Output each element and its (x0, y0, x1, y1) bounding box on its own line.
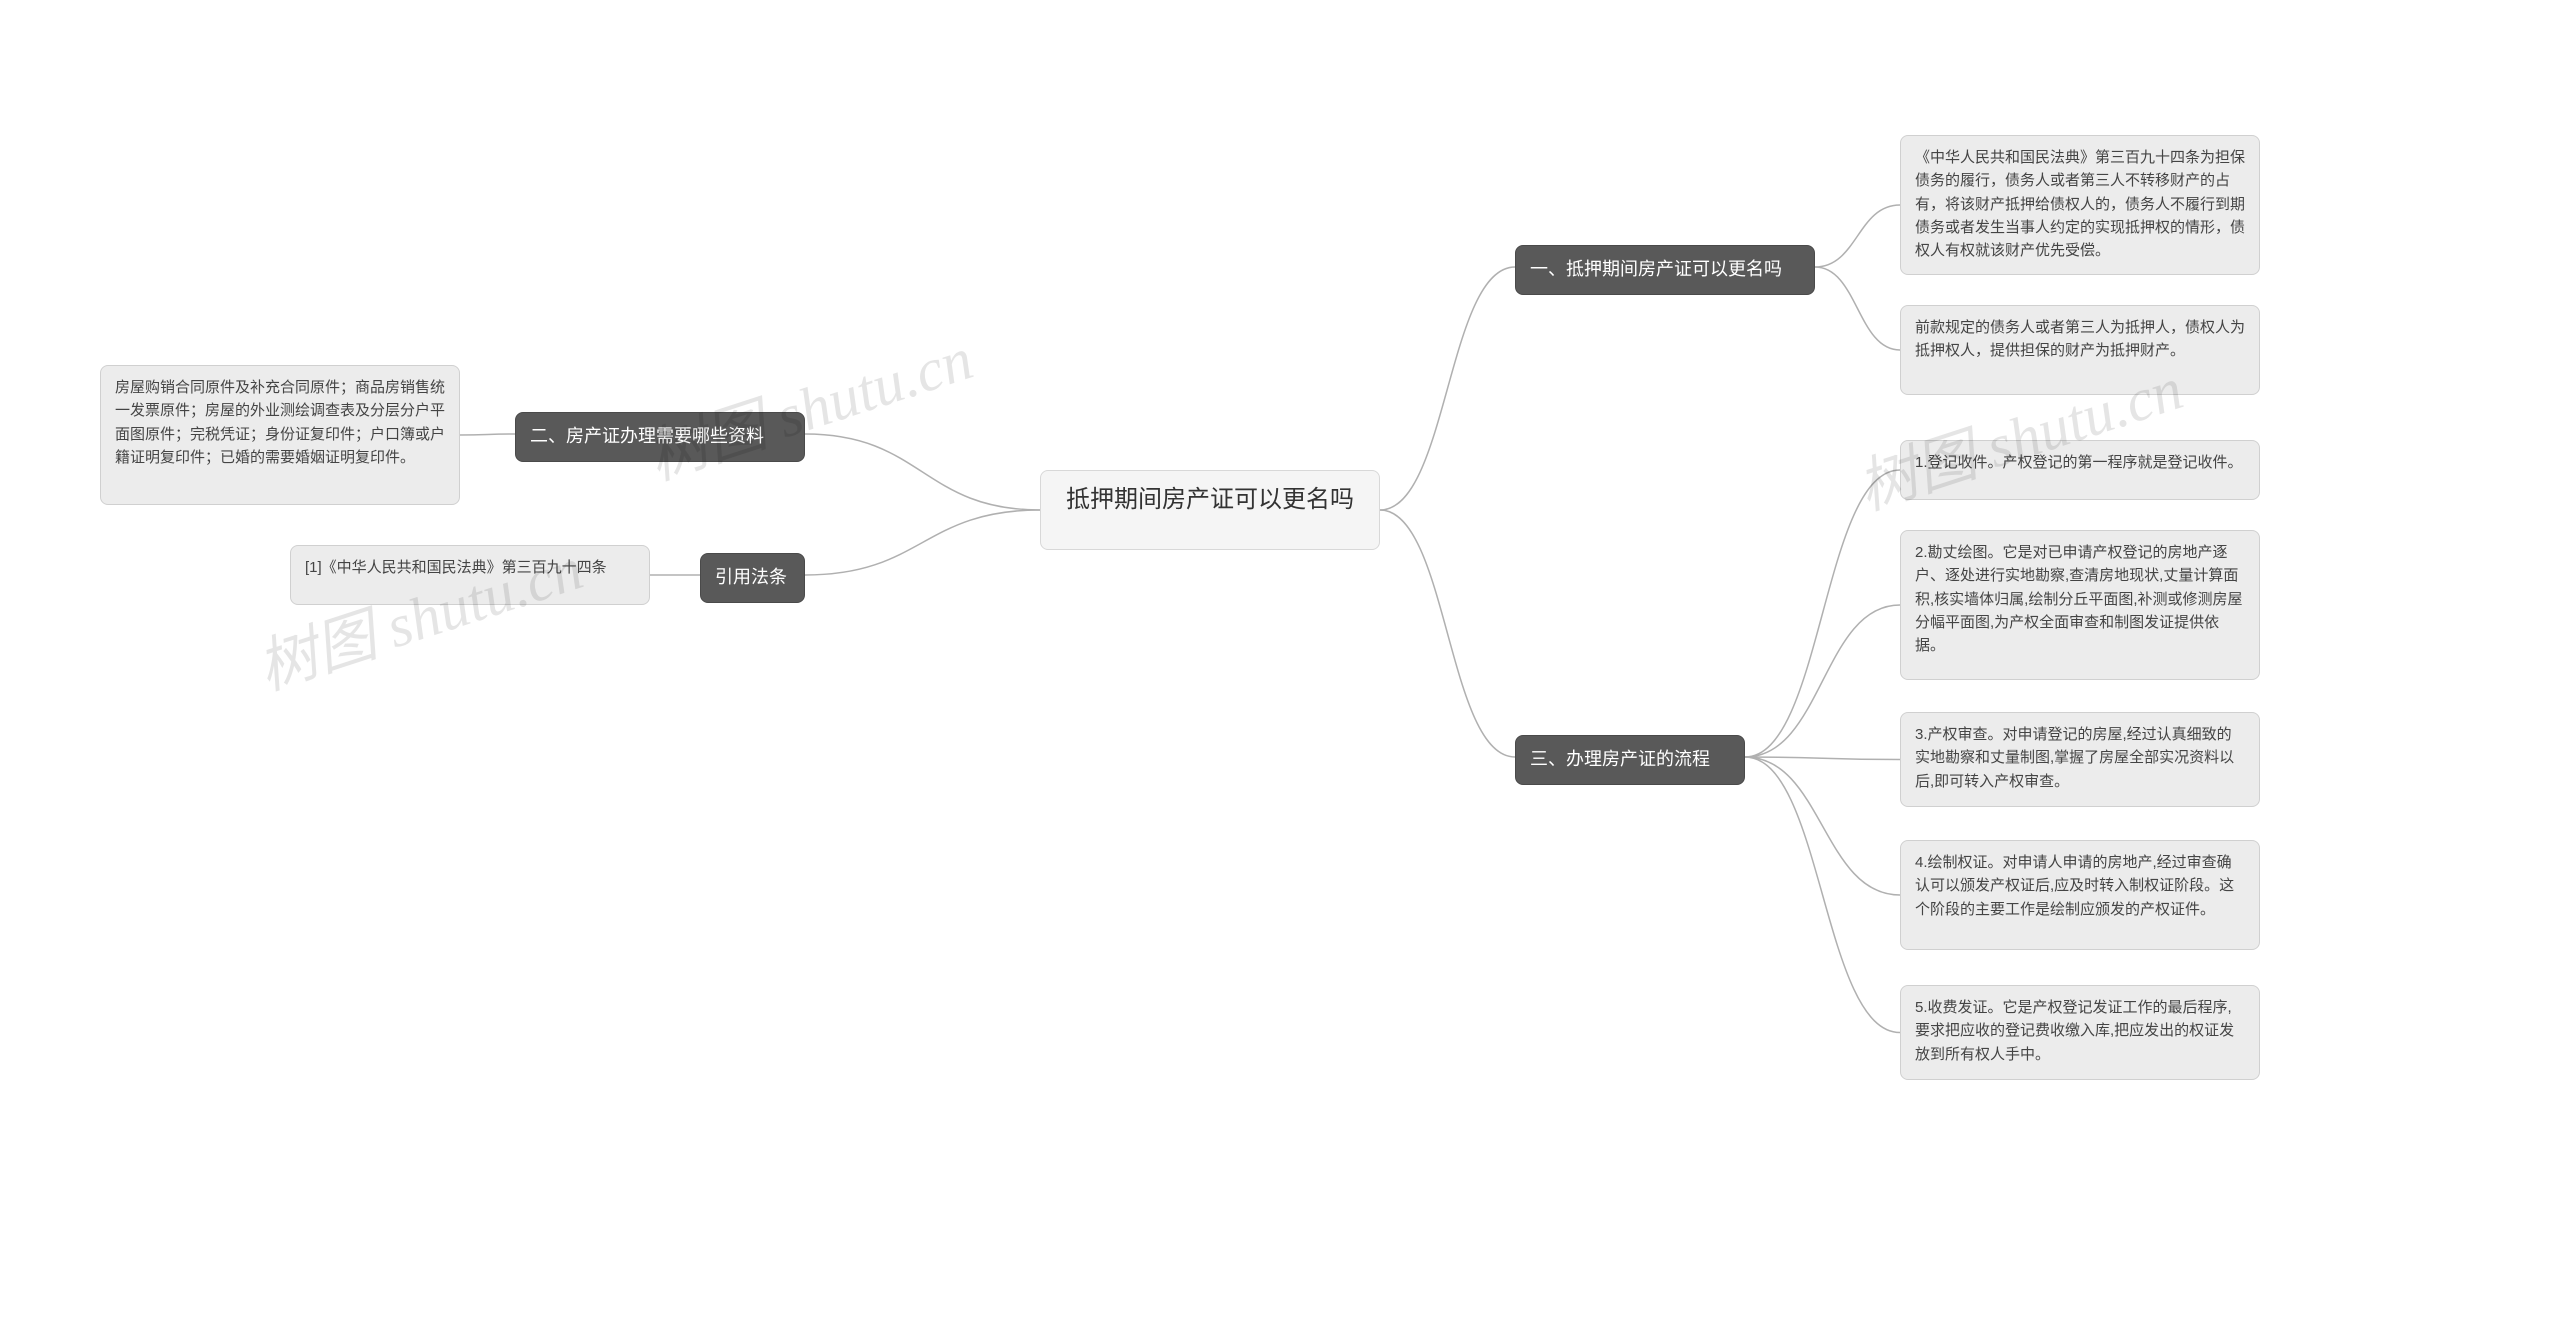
leaf-right-1-1: 2.勘丈绘图。它是对已申请产权登记的房地产逐户、逐处进行实地勘察,查清房地现状,… (1900, 530, 2260, 680)
branch-right-0: 一、抵押期间房产证可以更名吗 (1515, 245, 1815, 295)
leaf-left-0-0: 房屋购销合同原件及补充合同原件；商品房销售统一发票原件；房屋的外业测绘调查表及分… (100, 365, 460, 505)
branch-left-1: 引用法条 (700, 553, 805, 603)
leaf-right-1-4: 5.收费发证。它是产权登记发证工作的最后程序,要求把应收的登记费收缴入库,把应发… (1900, 985, 2260, 1080)
branch-right-1: 三、办理房产证的流程 (1515, 735, 1745, 785)
leaf-right-1-3: 4.绘制权证。对申请人申请的房地产,经过审查确认可以颁发产权证后,应及时转入制权… (1900, 840, 2260, 950)
watermark-1: 树图 shutu.cn (635, 310, 982, 497)
branch-left-0: 二、房产证办理需要哪些资料 (515, 412, 805, 462)
leaf-right-0-0: 《中华人民共和国民法典》第三百九十四条为担保债务的履行，债务人或者第三人不转移财… (1900, 135, 2260, 275)
leaf-left-1-0: [1]《中华人民共和国民法典》第三百九十四条 (290, 545, 650, 605)
leaf-right-0-1: 前款规定的债务人或者第三人为抵押人，债权人为抵押权人，提供担保的财产为抵押财产。 (1900, 305, 2260, 395)
root-node: 抵押期间房产证可以更名吗 (1040, 470, 1380, 550)
leaf-right-1-2: 3.产权审查。对申请登记的房屋,经过认真细致的实地勘察和丈量制图,掌握了房屋全部… (1900, 712, 2260, 807)
leaf-right-1-0: 1.登记收件。产权登记的第一程序就是登记收件。 (1900, 440, 2260, 500)
